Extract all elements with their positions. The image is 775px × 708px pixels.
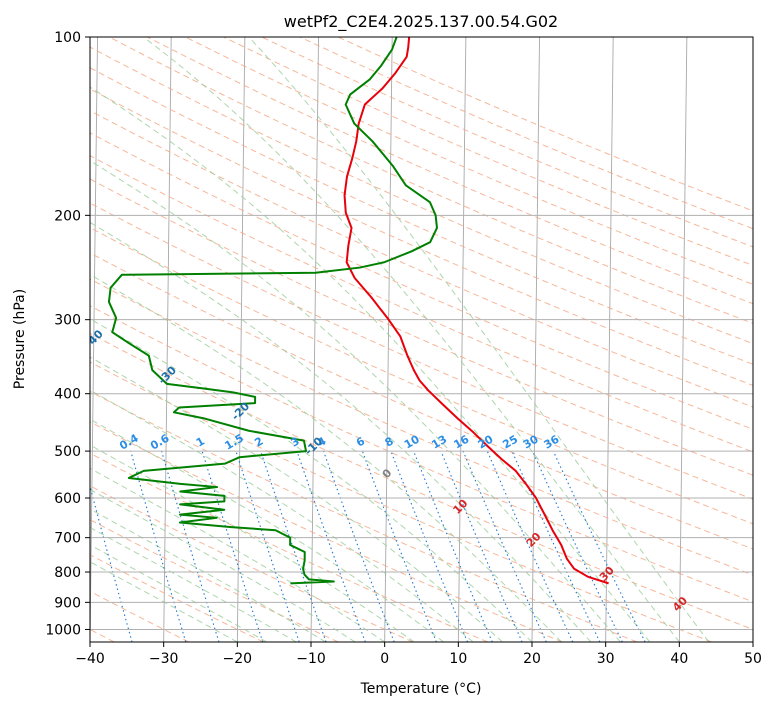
y-tick-label: 500 [54,444,81,460]
horizontal-grid [90,37,753,630]
dry-adiabat-line [90,227,753,525]
dry-adiabat-line [90,202,753,500]
dry-adiabat-line [146,37,753,305]
mixing-ratio-line [486,450,574,642]
y-tick-label: 700 [54,531,81,547]
moist-adiabat-line [90,444,415,642]
moist-adiabat-line [90,356,503,642]
dry-adiabat-line [90,67,753,365]
dry-adiabat-line [90,132,753,430]
moist-adiabat-line [90,389,474,642]
mixing-ratio-line [511,450,601,642]
x-tick-label: 30 [597,651,615,667]
y-tick-label: 600 [54,491,81,507]
x-axis-label: Temperature (°C) [360,681,482,697]
moist-adiabat-line [90,273,562,642]
y-tick-label: 800 [54,565,81,581]
mixing-ratio-line [323,450,395,642]
moist-adiabat-line [90,526,297,642]
isotherm-line [90,37,98,642]
dry-adiabat-line [90,390,638,642]
y-tick-label: 1000 [45,622,81,638]
dry-adiabat-line [90,590,190,642]
x-tick-label: −20 [223,651,253,667]
mixing-ratio-line [462,450,547,642]
mixing-ratio-line [361,450,437,642]
x-tick-label: −30 [149,651,179,667]
x-tick-label: 10 [449,651,467,667]
moist-adiabat-line [90,221,592,642]
chart-title: wetPf2_C2E4.2025.137.00.54.G02 [284,12,558,32]
isotherm-line [236,37,246,642]
isotherm-line [384,37,393,642]
moist-adiabat-line [90,86,651,642]
dry-adiabat-line [90,452,488,642]
moist-adiabat-line [90,318,533,642]
y-tick-label: 200 [54,208,81,224]
moist-adiabat-line [90,488,356,642]
x-tick-label: 40 [670,651,688,667]
y-tick-label: 400 [54,387,81,403]
moist-adiabat-line [90,508,326,642]
dry-adiabat-line [90,155,753,453]
moist-adiabat-line [90,561,238,642]
isotherm-line [605,37,614,642]
x-tick-label: −40 [75,651,105,667]
dry-adiabat-line [90,361,712,642]
y-tick-label: 300 [54,313,81,329]
isotherm-line [678,37,688,642]
plot-frame [89,36,754,643]
dry-adiabat-line [90,278,753,576]
dry-adiabat-line [90,305,753,603]
isotherm-line [163,37,172,642]
mixing-ratio-line [90,484,133,642]
x-tick-label: 20 [523,651,541,667]
y-axis-label: Pressure (hPa) [12,289,28,389]
moist-adiabat-line [248,37,710,642]
dry-adiabat-line [90,332,753,630]
mixing-ratio-line [161,450,220,642]
x-tick-label: 50 [744,651,762,667]
dewpoint-line [107,37,438,585]
background-lines [90,37,753,642]
moist-adiabat-line [90,544,268,642]
series-layer [107,37,609,585]
y-tick-label: 100 [54,30,81,46]
mixing-ratio-line [201,450,264,642]
mixing-ratio-line [532,450,623,642]
axes: −40 −30 −20 −10 0 10 20 30 40 50 100 200 300 400 500 60… [45,30,762,667]
moist-adiabat-line [90,467,385,642]
dry-adiabat-line [90,554,264,642]
y-tick-label: 900 [54,595,81,611]
x-tick-label: −10 [296,651,326,667]
isotherm-line [310,37,319,642]
moist-adiabat-line [90,160,621,642]
dry-adiabat-line [90,88,753,386]
moist-adiabat-line [143,37,680,642]
x-tick-label: 0 [380,651,389,667]
mixing-ratio-line [130,450,187,642]
dry-adiabat-line [90,485,414,642]
dry-adiabat-line [108,37,753,324]
